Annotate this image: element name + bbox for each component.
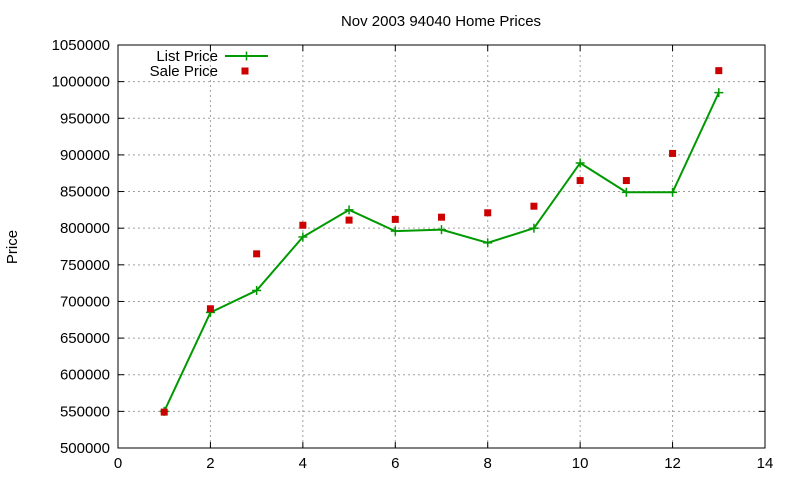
data-point-sale-price: [576, 177, 584, 185]
x-tick-label: 6: [391, 455, 399, 472]
data-point-sale-price: [206, 305, 214, 313]
data-point-list-price: [621, 187, 631, 197]
x-tick-label: 0: [114, 455, 122, 472]
data-point-list-price: [298, 232, 308, 242]
legend-marker-list-price: [242, 51, 251, 61]
data-point-sale-price: [622, 177, 630, 185]
data-point-list-price: [344, 205, 354, 215]
data-point-list-price: [252, 285, 262, 295]
y-tick-label: 900000: [60, 147, 110, 164]
data-point-list-price: [714, 88, 724, 98]
data-point-sale-price: [391, 215, 399, 223]
legend-label-sale-price: Sale Price: [150, 63, 218, 80]
y-tick-label: 550000: [60, 403, 110, 420]
data-point-sale-price: [715, 67, 723, 75]
series-list-price: [159, 88, 724, 416]
data-point-sale-price: [253, 250, 261, 258]
y-tick-label: 600000: [60, 367, 110, 384]
legend-plus-list-price: [242, 51, 251, 61]
y-tick-label: 750000: [60, 257, 110, 274]
x-tick-label: 4: [299, 455, 307, 472]
data-point-list-price: [437, 225, 446, 235]
data-point-list-price: [390, 226, 400, 236]
x-tick-label: 14: [757, 455, 774, 472]
data-point-sale-price: [438, 213, 445, 221]
data-point-list-price: [529, 223, 539, 233]
y-tick-label: 500000: [60, 440, 110, 457]
data-point-sale-price: [669, 149, 677, 157]
data-point-list-price: [575, 158, 585, 168]
data-point-sale-price: [484, 209, 492, 217]
y-tick-label: 1000000: [52, 74, 110, 91]
axis-ticks: 0 2 4 6 8 10 12 14 500000 550000 600000 650000 70000…: [52, 37, 774, 472]
data-point-sale-price: [299, 221, 307, 229]
y-tick-label: 850000: [60, 184, 110, 201]
y-axis-label: Price: [4, 230, 21, 264]
series-layer: [159, 67, 724, 416]
y-tick-label: 1050000: [52, 37, 110, 54]
series-line-list-price: [163, 92, 720, 412]
x-tick-label: 12: [664, 455, 681, 472]
series-sale-price: [160, 67, 723, 416]
data-point-sale-price: [160, 408, 168, 416]
y-tick-label: 950000: [60, 110, 110, 127]
data-point-sale-price: [530, 202, 538, 210]
x-tick-label: 8: [484, 455, 492, 472]
x-tick-label: 10: [572, 455, 589, 472]
data-point-list-price: [668, 187, 678, 197]
data-point-list-price: [483, 238, 493, 248]
grid: [118, 45, 765, 448]
chart-title: Nov 2003 94040 Home Prices: [341, 13, 541, 30]
legend: List Price Sale Price: [150, 48, 268, 80]
x-tick-label: 2: [206, 455, 214, 472]
plot-frame: [117, 44, 766, 449]
legend-label-list-price: List Price: [156, 48, 218, 65]
y-tick-label: 800000: [60, 220, 110, 237]
data-point-sale-price: [345, 216, 353, 224]
legend-marker-sale-price: [241, 67, 249, 75]
y-tick-label: 650000: [60, 330, 110, 347]
y-tick-label: 700000: [60, 293, 110, 310]
